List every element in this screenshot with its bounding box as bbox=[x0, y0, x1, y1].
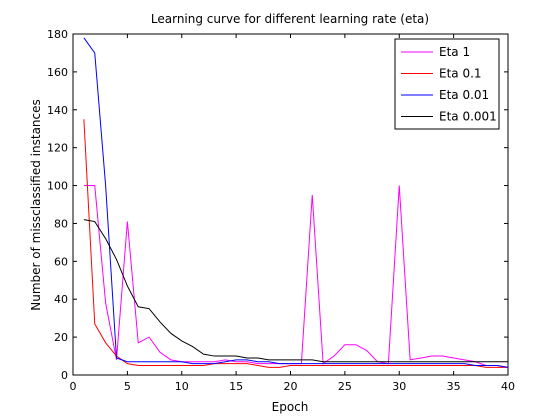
x-tick-label: 0 bbox=[70, 380, 77, 393]
y-tick-label: 0 bbox=[61, 369, 68, 382]
series-line-eta-0-001 bbox=[83, 219, 508, 363]
legend-label-eta-0-001: Eta 0.001 bbox=[439, 110, 497, 124]
x-tick-label: 35 bbox=[447, 380, 461, 393]
chart-title: Learning curve for different learning ra… bbox=[151, 12, 429, 26]
y-tick-label: 80 bbox=[54, 217, 68, 230]
legend: Eta 1 Eta 0.1 Eta 0.01 Eta 0.001 bbox=[394, 38, 500, 130]
series-line-eta-0-1 bbox=[83, 119, 508, 368]
series-line-eta-0-01 bbox=[83, 37, 509, 368]
x-tick-label: 5 bbox=[124, 380, 131, 393]
x-tick-label: 20 bbox=[284, 380, 298, 393]
y-tick-label: 120 bbox=[47, 142, 68, 155]
legend-label-eta-0-01: Eta 0.01 bbox=[439, 88, 489, 102]
x-tick-label: 25 bbox=[338, 380, 352, 393]
x-tick-label: 30 bbox=[392, 380, 406, 393]
y-axis-label: Number of missclassified instances bbox=[29, 99, 43, 311]
y-tick-label: 20 bbox=[54, 331, 68, 344]
legend-label-eta-0-1: Eta 0.1 bbox=[439, 67, 482, 81]
x-tick-label: 40 bbox=[501, 380, 515, 393]
x-axis-label: Epoch bbox=[272, 400, 309, 414]
y-tick-label: 100 bbox=[47, 180, 68, 193]
y-tick-label: 160 bbox=[47, 66, 68, 79]
legend-box bbox=[394, 38, 500, 130]
y-tick-label: 40 bbox=[54, 293, 68, 306]
y-tick-label: 140 bbox=[47, 104, 68, 117]
y-tick-label: 60 bbox=[54, 255, 68, 268]
x-tick-label: 10 bbox=[175, 380, 189, 393]
legend-label-eta-1: Eta 1 bbox=[439, 45, 470, 59]
y-tick-label: 180 bbox=[47, 28, 68, 41]
x-tick-label: 15 bbox=[229, 380, 243, 393]
